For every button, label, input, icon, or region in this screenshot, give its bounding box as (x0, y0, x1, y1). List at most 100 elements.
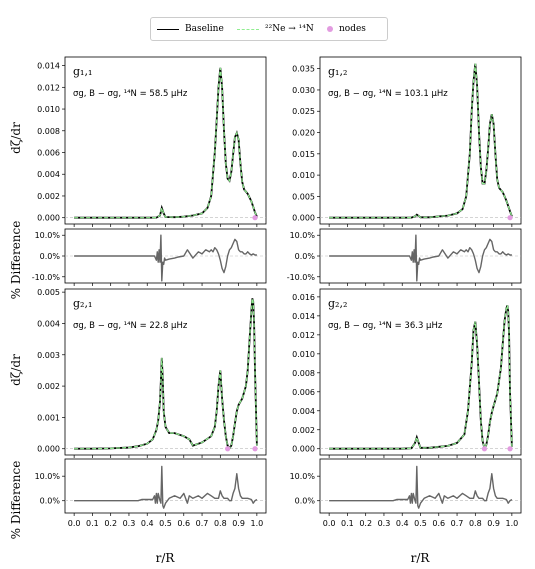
panel-2-replaced-line (329, 63, 513, 219)
panel-3-replaced-line (74, 298, 258, 450)
diff-panel-4-xtick-label: 0.1 (341, 519, 354, 528)
panel-1-main-axes: 0.000 0.002 0.004 0.006 0.008 0.010 0.012 0.014… (37, 56, 267, 227)
panel-4-replaced-line (329, 305, 513, 450)
diff-panel-1-difference-line (74, 234, 257, 282)
panel-4-ytick-label: 0.000 (292, 445, 315, 454)
diff-panel-3-xtick-label: 0.6 (177, 519, 190, 528)
diff-panel-4-ytick-label: 0.0% (295, 497, 316, 506)
diff-panel-3-xtick-label: 0.4 (141, 519, 154, 528)
panel-4-ytick-label: 0.004 (292, 407, 315, 416)
panel-3-mode-label: g₂,₁ (73, 297, 92, 310)
panel-2-mode-label: g₁,₂ (328, 65, 347, 78)
panel-3-node-marker (252, 446, 258, 452)
panel-4-ytick-label: 0.010 (292, 350, 315, 359)
diff-panel-4-xtick-label: 1.0 (505, 519, 518, 528)
panel-4-ytick-label: 0.012 (292, 331, 315, 340)
panel-1-annotation: σg, B − σg, ¹⁴N = 58.5 μHz (73, 89, 188, 99)
panel-3-ytick-label: 0.005 (37, 288, 60, 297)
diff-panel-3-xtick-label: 0.9 (232, 519, 245, 528)
legend-baseline-swatch (157, 28, 179, 30)
diff-panel-1-ytick-label: 0.0% (40, 252, 61, 261)
legend-nodes-marker (327, 26, 333, 32)
diff-panel-2-ytick-label: 10.0% (290, 231, 316, 240)
panel-2-ytick-label: 0.035 (292, 65, 315, 74)
panel-4-ytick-label: 0.014 (292, 312, 315, 321)
legend-item-nodes: nodes (319, 22, 366, 36)
diff-panel-3-xtick-label: 0.7 (196, 519, 209, 528)
xlabel-left: r/R (156, 551, 176, 565)
xlabel-right: r/R (411, 551, 431, 565)
panel-4-mode-label: g₂,₂ (328, 297, 347, 310)
panel-2-frame (319, 56, 522, 225)
panel-1-ytick-label: 0.012 (37, 83, 60, 92)
diff-panel-3-xtick-label: 0.0 (68, 519, 81, 528)
panel-3-node-marker (225, 446, 231, 452)
diff-panel-4-difference-line (329, 465, 513, 509)
panel-4-node-marker (481, 446, 488, 452)
panel-3-ytick-label: 0.003 (37, 351, 60, 360)
panel-3-main-axes: 0.000 0.001 0.002 0.003 0.004 0.005 g₂,₁ σg, B … (37, 288, 267, 458)
diff-panel-2-ytick-label: -10.0% (287, 273, 316, 282)
ylabel-bottom-row: dζ/dr (9, 354, 23, 386)
diff-panel-3-xtick-label: 0.1 (86, 519, 99, 528)
diff-panel-1-ytick-label: -10.0% (32, 273, 61, 282)
diff-panel-3-ytick-label: 10.0% (35, 472, 61, 481)
legend-item-replaced: ²²Ne → ¹⁴N (237, 22, 314, 36)
legend-nodes-label: nodes (339, 24, 366, 34)
panel-4-ytick-label: 0.016 (292, 293, 315, 302)
panel-1-ytick-label: 0.014 (37, 62, 60, 71)
ylabel-bottom-row-diff: % Difference (9, 461, 23, 540)
panel-4-ytick-label: 0.008 (292, 369, 315, 378)
diff-panel-4-xtick-label: 0.2 (359, 519, 372, 528)
diff-panel-2-axes: 10.0% 0.0% -10.0% (287, 228, 522, 286)
panel-4-ytick-label: 0.002 (292, 426, 315, 435)
panel-2-main-axes: 0.000 0.005 0.010 0.015 0.020 0.025 0.030 0.035… (292, 56, 522, 227)
panel-3-ytick-label: 0.001 (37, 413, 60, 422)
panel-3-annotation: σg, B − σg, ¹⁴N = 22.8 μHz (73, 321, 188, 331)
panel-1-mode-label: g₁,₁ (73, 65, 92, 78)
ylabel-top-row-diff: % Difference (9, 221, 23, 300)
panel-2-ytick-label: 0.010 (292, 171, 315, 180)
panel-1-ytick-label: 0.010 (37, 105, 60, 114)
panel-1-replaced-line (74, 67, 258, 219)
panel-2-ytick-label: 0.015 (292, 150, 315, 159)
panel-2-ytick-label: 0.030 (292, 86, 315, 95)
diff-panel-1-ytick-label: 10.0% (35, 231, 61, 240)
panel-1-frame (64, 56, 267, 225)
ylabel-top-row: dζ/dr (9, 122, 23, 154)
panel-3-frame (64, 288, 267, 456)
panel-2-ytick-label: 0.005 (292, 192, 315, 201)
diff-panel-3-ytick-label: 0.0% (40, 497, 61, 506)
panel-3-ytick-label: 0.002 (37, 382, 60, 391)
panel-2-ytick-label: 0.025 (292, 107, 315, 116)
diff-panel-2-ytick-label: 0.0% (295, 252, 316, 261)
diff-panel-3-xtick-label: 0.5 (159, 519, 172, 528)
panel-1-ytick-label: 0.004 (37, 170, 60, 179)
panel-3-ytick-label: 0.000 (37, 445, 60, 454)
legend: Baseline ²²Ne → ¹⁴N nodes (150, 17, 388, 41)
panel-4-frame (319, 288, 522, 456)
panel-1-ytick-label: 0.000 (37, 214, 60, 223)
diff-panel-2-difference-line (329, 234, 512, 282)
panel-4-node-marker (507, 446, 513, 452)
panel-3-ytick-label: 0.004 (37, 319, 60, 328)
panel-4-ytick-label: 0.006 (292, 388, 315, 397)
legend-item-baseline: Baseline (157, 22, 224, 36)
panel-1-ytick-label: 0.002 (37, 192, 60, 201)
panel-2-node-marker (507, 215, 513, 221)
diff-panel-3-xtick-label: 0.8 (214, 519, 227, 528)
diff-panel-3-xtick-label: 0.2 (104, 519, 117, 528)
diff-panel-1-axes: 10.0% 0.0% -10.0% (32, 228, 267, 286)
panel-2-ytick-label: 0.020 (292, 129, 315, 138)
legend-replaced-label: ²²Ne → ¹⁴N (265, 24, 314, 34)
diff-panel-3-axes: 10.0% 0.0% 0.0 0.1 0.2 0.3 0.4 0.5 0.6 0.7 0.8 0.9 1… (35, 458, 267, 528)
legend-baseline-label: Baseline (185, 24, 224, 34)
panel-1-node-marker (252, 215, 258, 221)
diff-panel-4-xtick-label: 0.0 (323, 519, 336, 528)
panel-2-ytick-label: 0.000 (292, 214, 315, 223)
diff-panel-4-xtick-label: 0.6 (432, 519, 445, 528)
panel-4-annotation: σg, B − σg, ¹⁴N = 36.3 μHz (328, 321, 443, 331)
diff-panel-4-xtick-label: 0.4 (396, 519, 409, 528)
diff-panel-4-xtick-label: 0.9 (487, 519, 500, 528)
